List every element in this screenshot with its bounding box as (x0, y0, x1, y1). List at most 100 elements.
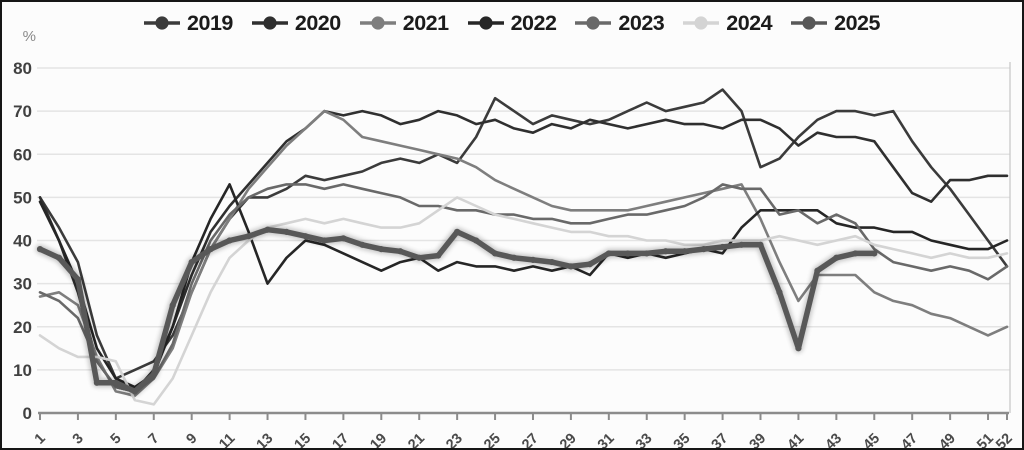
series-line-2024 (38, 196, 1009, 406)
x-tick-label-39: 39 (747, 431, 770, 450)
legend-item-2025[interactable]: 2025 (791, 11, 880, 36)
series-marker-2025-week-35 (681, 248, 688, 255)
series-marker-2025-week-23 (454, 228, 461, 235)
series-marker-2025-week-21 (416, 254, 423, 261)
x-tick-label-23: 23 (443, 431, 466, 450)
series-marker-2025-week-32 (624, 250, 631, 257)
legend-label-2023: 2023 (618, 10, 665, 35)
series-marker-2025-week-8 (169, 302, 176, 309)
series-marker-2025-week-20 (397, 248, 404, 255)
x-tick-label-52: 52 (993, 431, 1016, 450)
legend-marker-icon-2023 (575, 16, 612, 30)
series-marker-2025-week-36 (700, 246, 707, 253)
y-tick-label-10: 10 (13, 361, 32, 380)
legend-label-2019: 2019 (187, 10, 233, 35)
x-tick-label-17: 17 (329, 431, 352, 450)
series-marker-2025-week-22 (435, 252, 442, 259)
legend-marker-icon-2024 (683, 16, 720, 30)
x-tick-label-37: 37 (709, 431, 732, 450)
series-marker-2025-week-18 (359, 241, 366, 248)
series-marker-2025-week-28 (548, 258, 556, 266)
y-tick-label-0: 0 (23, 404, 32, 423)
legend-item-2024[interactable]: 2024 (683, 11, 773, 36)
legend-marker-icon-2025 (791, 16, 828, 30)
series-marker-2025-week-13 (264, 226, 271, 233)
series-marker-2025-week-9 (188, 258, 195, 266)
series-marker-2025-week-24 (472, 237, 480, 244)
legend-marker-icon-2022 (467, 16, 504, 30)
x-tick-label-33: 33 (633, 431, 656, 450)
legend-label-2020: 2020 (294, 10, 341, 35)
series-marker-2025-week-1 (36, 246, 44, 253)
x-tick-label-41: 41 (785, 431, 808, 450)
x-tick-label-3: 3 (70, 431, 87, 448)
series-marker-2025-week-10 (207, 246, 214, 253)
series-marker-2025-week-43 (833, 254, 840, 261)
series-line-2021 (38, 109, 1009, 398)
x-tick-label-19: 19 (367, 431, 390, 450)
series-marker-2025-week-14 (283, 228, 290, 235)
x-tick-label-15: 15 (292, 431, 315, 450)
x-tick-label-1: 1 (32, 431, 49, 448)
series-marker-2025-week-25 (491, 250, 499, 257)
x-tick-label-13: 13 (254, 431, 277, 450)
series-marker-2025-week-41 (795, 345, 802, 352)
legend-item-2021[interactable]: 2021 (359, 10, 449, 36)
x-tick-label-35: 35 (671, 431, 694, 450)
y-tick-label-20: 20 (13, 318, 32, 337)
series-line-2022 (38, 183, 1009, 389)
x-tick-label-9: 9 (183, 431, 200, 448)
series-marker-2025-week-6 (131, 388, 138, 395)
y-tick-label-50: 50 (13, 188, 32, 207)
y-axis-unit-label: % (23, 28, 36, 45)
legend-item-2022[interactable]: 2022 (467, 11, 557, 36)
legend-item-2019[interactable]: 2019 (144, 11, 233, 36)
legend-label-2021: 2021 (402, 10, 449, 35)
x-tick-label-43: 43 (822, 431, 845, 450)
series-marker-2025-week-26 (510, 254, 518, 261)
x-tick-label-21: 21 (405, 431, 428, 450)
series-marker-2025-week-40 (776, 289, 783, 296)
series-marker-2025-week-11 (226, 237, 233, 244)
series-marker-2025-week-42 (814, 267, 821, 274)
series-marker-2025-week-30 (586, 261, 593, 268)
x-tick-label-49: 49 (936, 431, 959, 450)
legend-marker-icon-2020 (251, 16, 288, 30)
chart-legend: 2019 2020 2021 2022 2023 2024 2025 (2, 7, 1022, 39)
x-tick-label-45: 45 (860, 431, 883, 450)
x-tick-label-7: 7 (146, 431, 163, 448)
legend-marker-icon-2021 (359, 16, 396, 30)
x-tick-label-31: 31 (595, 431, 618, 450)
y-tick-label-40: 40 (13, 232, 32, 251)
series-marker-2025-week-33 (643, 250, 650, 257)
legend-item-2023[interactable]: 2023 (575, 10, 665, 36)
x-tick-label-25: 25 (481, 431, 504, 450)
x-tick-label-29: 29 (557, 431, 580, 450)
series-marker-2025-week-34 (662, 248, 669, 255)
series-marker-2025-week-15 (302, 233, 309, 240)
series-line-2023 (38, 183, 1009, 393)
series-marker-2025-week-37 (719, 243, 726, 251)
y-tick-label-60: 60 (13, 145, 32, 164)
series-marker-2025-week-3 (74, 276, 82, 283)
series-line-2025 (37, 226, 878, 395)
series-marker-2025-week-16 (321, 237, 328, 244)
series-marker-2025-week-31 (605, 250, 612, 257)
legend-label-2025: 2025 (834, 10, 880, 35)
y-tick-label-70: 70 (13, 102, 32, 121)
series-marker-2025-week-29 (567, 263, 575, 270)
series-marker-2025-week-2 (55, 254, 63, 261)
series-marker-2025-week-44 (852, 250, 859, 257)
series-marker-2025-week-19 (378, 246, 385, 253)
series-marker-2025-week-7 (150, 371, 157, 378)
series-marker-2025-week-38 (738, 241, 745, 248)
series-marker-2025-week-5 (112, 379, 119, 386)
series-line-shadow-2025 (35, 225, 879, 396)
x-tick-label-47: 47 (898, 431, 921, 450)
x-tick-label-27: 27 (519, 431, 542, 450)
legend-item-2020[interactable]: 2020 (251, 10, 341, 36)
series-marker-2025-week-17 (340, 235, 347, 242)
legend-marker-icon-2019 (144, 16, 181, 30)
